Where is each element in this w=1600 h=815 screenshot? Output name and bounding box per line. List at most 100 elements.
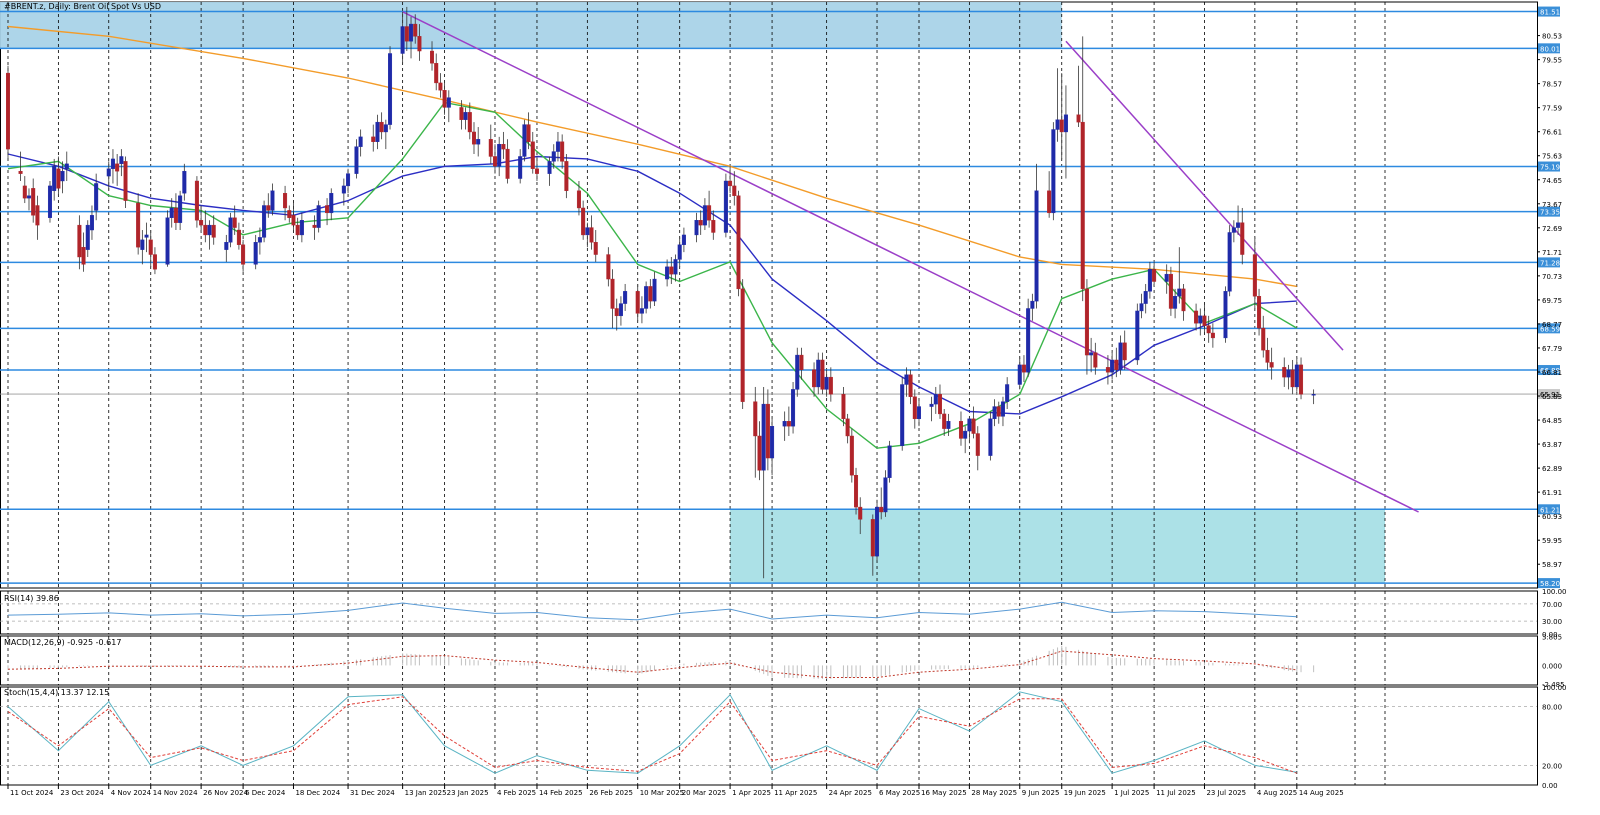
x-tick-label: 6 May 2025: [879, 789, 920, 797]
candle-body: [463, 112, 468, 120]
candle-body: [488, 139, 493, 157]
x-tick-label: 11 Jul 2025: [1156, 789, 1196, 797]
candle-body: [1181, 288, 1186, 312]
candle-body: [665, 266, 670, 280]
candle-body: [1198, 315, 1203, 324]
y-tick-label: 77.59: [1542, 105, 1562, 113]
candle-body: [1084, 288, 1089, 356]
candle-body: [1034, 190, 1039, 302]
candle-body: [295, 224, 300, 236]
candle-body: [820, 359, 825, 390]
stoch-signal-line: [7, 696, 1297, 774]
candle-body: [937, 394, 942, 415]
trendline[interactable]: [402, 11, 1419, 513]
candle-body: [694, 220, 699, 236]
level-label: 71.28: [1540, 259, 1560, 267]
level-label: 80.01: [1540, 45, 1560, 53]
candle-body: [413, 23, 418, 37]
stoch-tick-label: 0.00: [1542, 782, 1558, 790]
candle-body: [593, 242, 598, 255]
candle-body: [728, 180, 733, 187]
candle-body: [1311, 394, 1316, 396]
rsi-title: RSI(14) 39.86: [4, 594, 59, 603]
candle-body: [5, 72, 10, 150]
candle-body: [887, 445, 892, 478]
y-tick-label: 73.67: [1542, 201, 1562, 209]
x-tick-label: 20 Mar 2025: [682, 789, 726, 797]
candle-body: [85, 224, 90, 250]
candle-body: [1168, 273, 1173, 309]
date-axis: 11 Oct 2024 23 Oct 2024 4 Nov 2024 14 Nov 2…: [7, 785, 1344, 797]
x-tick-label: 1 Apr 2025: [732, 789, 771, 797]
candle-body: [501, 144, 506, 150]
candle-body: [1135, 310, 1140, 361]
x-tick-label: 14 Nov 2024: [153, 789, 198, 797]
stoch-title: Stoch(15,4,4) 13.37 12.15: [4, 688, 109, 697]
candle-body: [371, 136, 376, 142]
x-tick-label: 23 Jul 2025: [1206, 789, 1246, 797]
x-tick-label: 26 Nov 2024: [203, 789, 248, 797]
candle-body: [299, 220, 304, 236]
candle-body: [732, 185, 737, 196]
candle-body: [900, 384, 905, 446]
candle-body: [1236, 222, 1241, 228]
level-label-box: [1538, 365, 1560, 376]
candle-body: [81, 246, 86, 265]
candle-body: [1017, 364, 1022, 385]
candle-body: [110, 158, 115, 169]
x-tick-label: 19 Jun 2025: [1064, 789, 1106, 797]
candle-body: [1089, 352, 1094, 356]
candle-body: [144, 234, 149, 238]
x-tick-label: 11 Oct 2024: [10, 789, 54, 797]
candle-body: [497, 144, 502, 167]
level-label: 75.19: [1540, 164, 1560, 172]
level-label: 81.51: [1540, 9, 1560, 17]
y-tick-label: 78.57: [1542, 81, 1562, 89]
candle-body: [388, 53, 393, 125]
candle-body: [1286, 369, 1291, 378]
level-label-box: [1538, 323, 1560, 334]
candle-body: [106, 168, 111, 177]
candle-body: [610, 278, 615, 309]
candle-body: [136, 202, 141, 248]
candle-body: [1210, 332, 1215, 339]
y-tick-label: 68.77: [1542, 321, 1562, 329]
candle-body: [316, 205, 321, 228]
candle-body: [119, 156, 124, 165]
candle-body: [786, 421, 791, 427]
candle-body: [1231, 227, 1236, 233]
candle-body: [1206, 325, 1211, 334]
candle-body: [47, 185, 52, 218]
candle-body: [547, 161, 552, 174]
candle-body: [467, 112, 472, 133]
stoch-tick-label: 80.00: [1542, 704, 1562, 712]
candle-body: [26, 195, 31, 199]
candle-body: [1051, 129, 1056, 214]
candle-body: [908, 374, 913, 397]
candle-body: [824, 376, 829, 390]
candle-body: [917, 406, 922, 420]
candle-body: [618, 303, 623, 317]
candle-body: [1152, 269, 1157, 282]
candle-body: [379, 121, 384, 133]
candle-body: [1240, 222, 1245, 255]
x-tick-label: 23 Jan 2025: [447, 789, 489, 797]
candle-body: [354, 146, 359, 174]
macd-title: MACD(12,26,9) -0.925 -0.617: [4, 638, 121, 647]
trendline[interactable]: [1065, 40, 1344, 351]
candle-body: [560, 141, 565, 162]
candle-body: [1059, 119, 1064, 133]
macd-tick-label: -2.485: [1542, 681, 1565, 689]
level-label-box: [1538, 504, 1560, 515]
level-label-box: [1538, 161, 1560, 172]
candle-body: [89, 215, 94, 231]
candle-body: [648, 286, 653, 302]
y-tick-label: 75.63: [1542, 153, 1562, 161]
candle-body: [1194, 310, 1199, 324]
candle-body: [1063, 114, 1068, 133]
candle-body: [929, 403, 934, 407]
candle-body: [446, 97, 451, 108]
candle-body: [992, 406, 997, 420]
level-label-box: [1538, 578, 1560, 589]
